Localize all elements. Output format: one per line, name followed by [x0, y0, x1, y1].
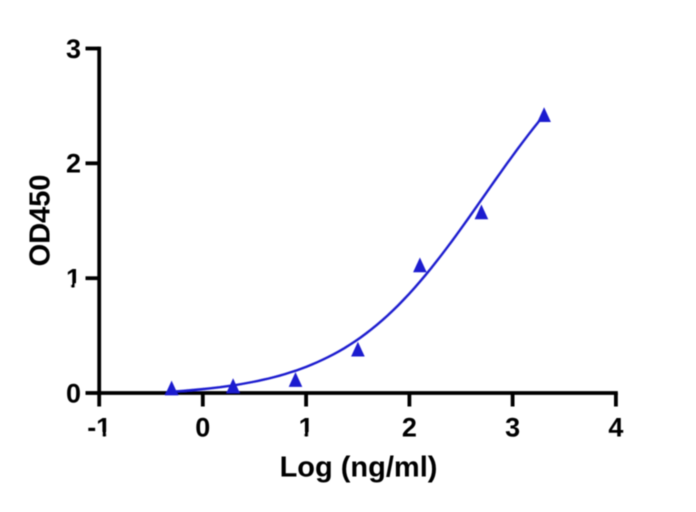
svg-text:OD450: OD450	[25, 174, 57, 266]
svg-text:4: 4	[608, 413, 623, 443]
svg-text:2: 2	[66, 149, 81, 179]
svg-text:Log (ng/ml): Log (ng/ml)	[280, 451, 438, 483]
svg-text:3: 3	[66, 34, 81, 64]
svg-text:0: 0	[66, 378, 81, 408]
svg-text:3: 3	[505, 413, 520, 443]
svg-text:2: 2	[402, 413, 417, 443]
svg-text:0: 0	[195, 413, 210, 443]
